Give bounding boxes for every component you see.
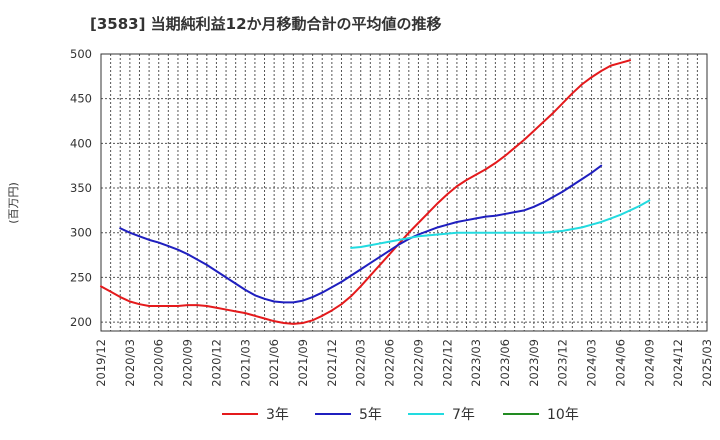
x-tick-label: 2024/12 [671,339,685,387]
x-axis-ticks: 2019/12 2020/03 2020/06 2020/09 2020/12 2021/… [94,339,714,387]
x-tick-label: 2022/06 [383,339,397,387]
x-tick-label: 2023/06 [498,339,512,387]
legend-label-4: 10年 [547,407,579,423]
x-tick-label: 2020/03 [123,339,137,387]
x-tick-label: 2021/03 [238,339,252,387]
series-line-2 [119,164,603,304]
x-tick-label: 2020/06 [152,339,166,387]
y-tick-label: 450 [70,92,92,106]
plot-border [100,53,708,332]
x-tick-label: 2024/03 [585,339,599,387]
x-tick-label: 2019/12 [94,339,108,387]
y-tick-label: 200 [70,315,92,329]
y-tick-label: 400 [70,136,92,150]
x-tick-label: 2024/06 [613,339,627,387]
chart-title: [3583] 当期純利益12か月移動合計の平均値の推移 [90,15,442,33]
y-tick-label: 500 [70,47,92,61]
x-tick-label: 2023/12 [556,339,570,387]
x-tick-label: 2022/09 [411,339,425,387]
x-tick-label: 2021/09 [296,339,310,387]
x-tick-label: 2023/03 [469,339,483,387]
series-lines [100,59,651,325]
legend-label-2: 5年 [359,407,382,423]
legend: 3年 5年 7年 10年 [222,407,579,423]
y-tick-label: 350 [70,181,92,195]
x-tick-label: 2025/03 [700,339,714,387]
x-tick-label: 2023/09 [527,339,541,387]
x-tick-label: 2024/09 [642,339,656,387]
plot-background [101,54,707,331]
legend-label-3: 7年 [452,407,475,423]
legend-label-1: 3年 [266,407,289,423]
x-tick-label: 2020/12 [209,339,223,387]
y-tick-label: 250 [70,270,92,284]
y-tick-label: 300 [70,226,92,240]
x-tick-label: 2022/03 [354,339,368,387]
series-line-1 [100,59,632,325]
x-tick-label: 2022/12 [440,339,454,387]
x-tick-label: 2020/09 [181,339,195,387]
y-axis-ticks: 200 250 300 350 400 450 500 [70,47,92,329]
series-line-3 [350,199,651,249]
x-tick-label: 2021/06 [267,339,281,387]
grid-lines [101,54,707,331]
x-tick-label: 2021/12 [325,339,339,387]
y-axis-label: (百万円) [7,182,20,224]
